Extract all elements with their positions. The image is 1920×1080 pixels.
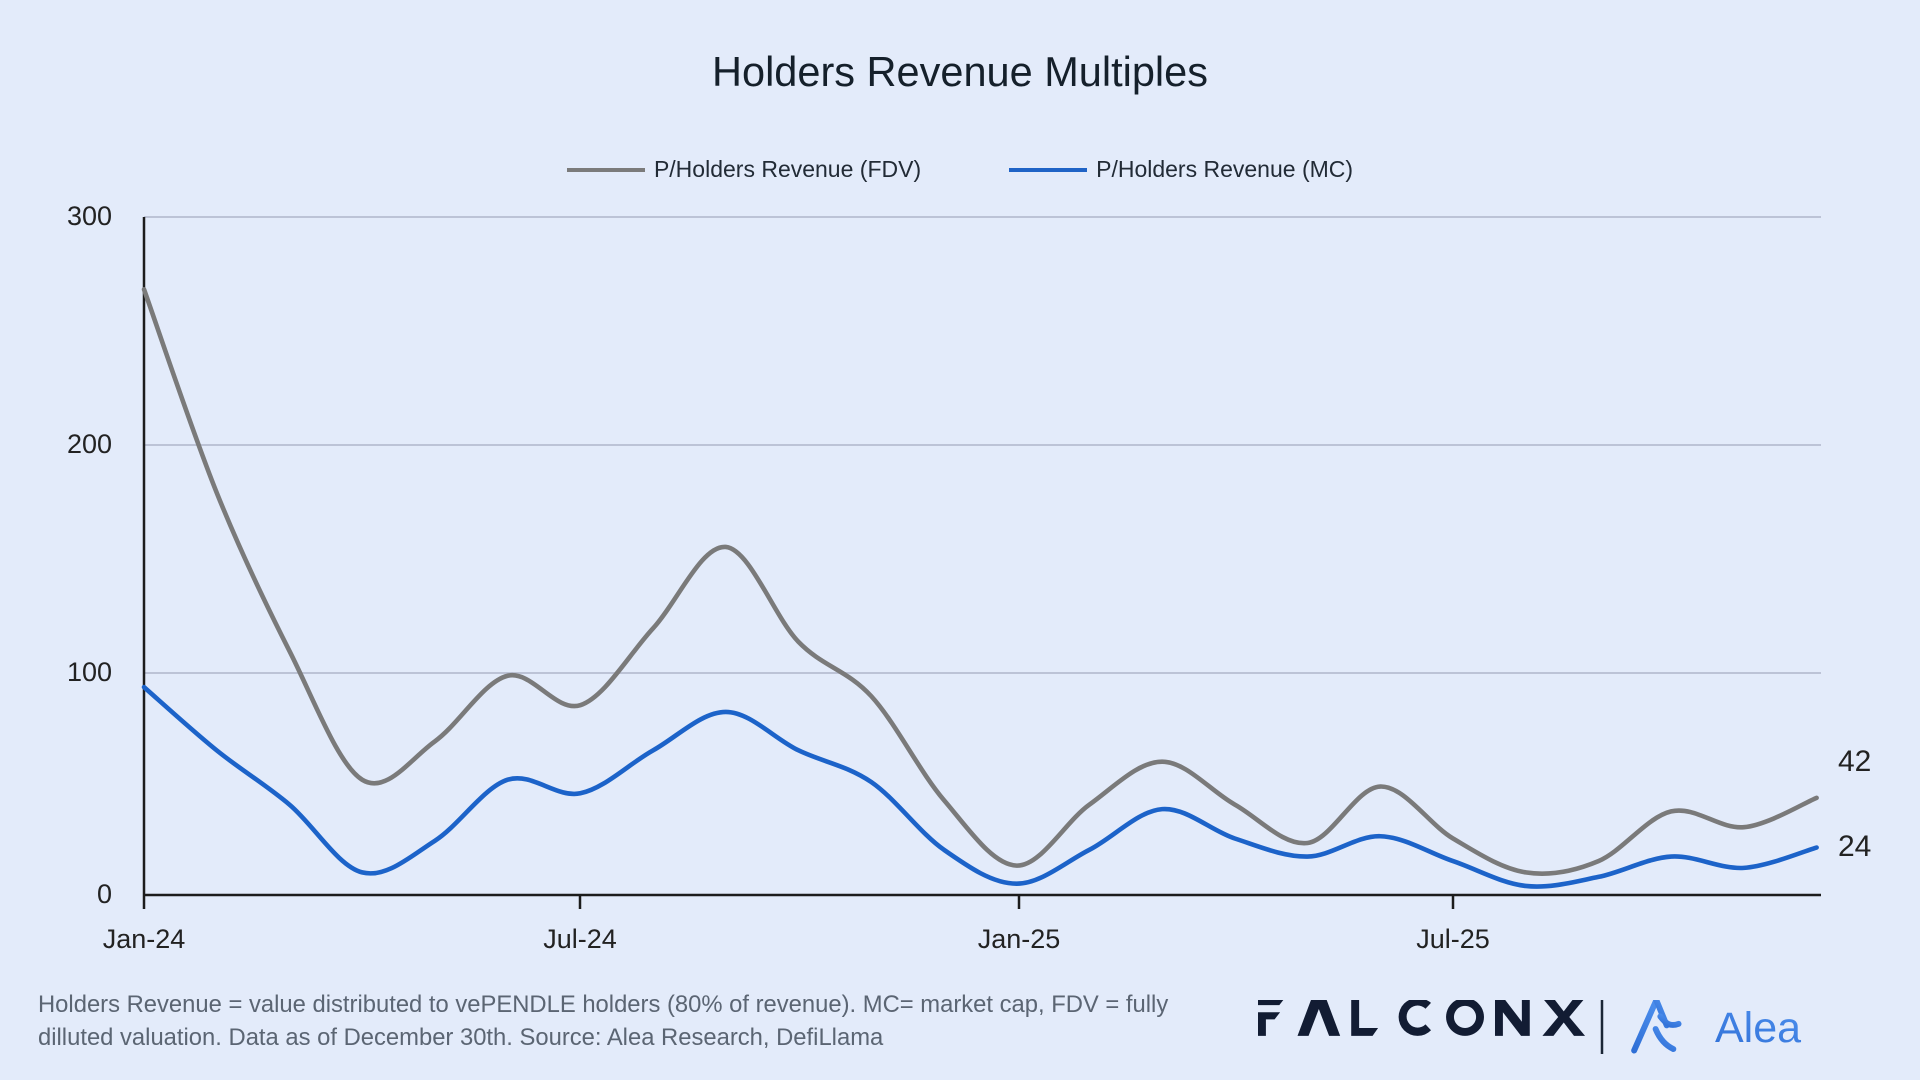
svg-text:0: 0 xyxy=(97,879,112,909)
svg-text:42: 42 xyxy=(1838,745,1871,778)
svg-text:100: 100 xyxy=(67,657,112,687)
svg-text:Jan-24: Jan-24 xyxy=(103,924,186,954)
svg-text:Jul-25: Jul-25 xyxy=(1416,924,1490,954)
svg-text:200: 200 xyxy=(67,429,112,459)
svg-text:Jan-25: Jan-25 xyxy=(978,924,1061,954)
svg-text:Alea: Alea xyxy=(1715,1004,1801,1052)
svg-text:24: 24 xyxy=(1838,830,1871,863)
svg-text:300: 300 xyxy=(67,201,112,231)
svg-text:Jul-24: Jul-24 xyxy=(543,924,617,954)
